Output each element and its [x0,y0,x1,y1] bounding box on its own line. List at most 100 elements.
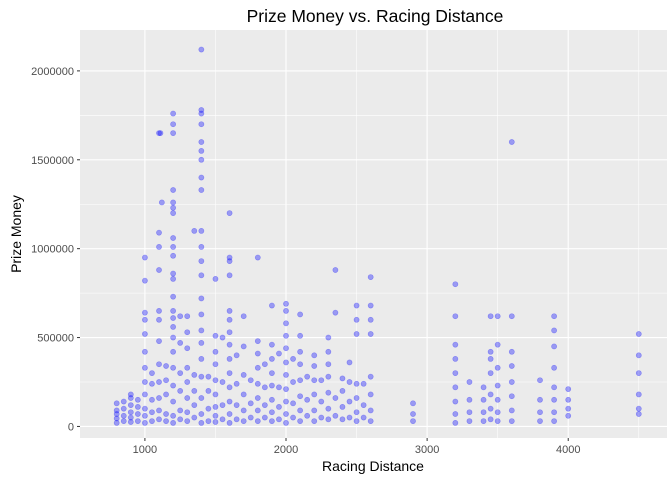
data-point [290,400,296,407]
x-tick-label: 3000 [415,444,439,456]
data-point [198,411,205,417]
data-point [325,348,332,355]
data-point [311,377,318,384]
data-point [551,313,558,320]
data-point [142,348,148,355]
data-point [127,419,134,425]
data-point [198,187,205,193]
data-point [113,411,120,417]
data-point [127,395,134,401]
data-point [163,418,169,425]
data-point [226,272,233,279]
data-point [170,275,177,282]
data-point [184,313,191,320]
data-point [170,199,177,206]
data-point [332,309,339,316]
data-point [537,409,543,416]
data-point [205,418,212,425]
data-point [508,418,515,425]
data-point [353,380,360,387]
data-point [325,373,332,380]
data-point [233,402,240,409]
data-point [297,332,304,339]
data-point [198,110,205,117]
data-point [283,386,289,393]
data-point [254,407,261,414]
data-point [508,363,515,369]
data-point [487,416,494,423]
data-point [233,416,240,423]
data-point [367,316,374,323]
data-point [353,331,360,337]
y-tick-label: 0 [68,421,74,433]
data-point [149,418,155,425]
data-point [170,323,177,330]
x-tick-label: 4000 [556,444,580,456]
data-point [261,384,268,391]
data-point [156,316,162,323]
data-point [184,418,191,425]
data-point [508,393,515,400]
data-point [205,405,212,412]
data-point [283,359,289,366]
y-axis-title: Prize Money [8,195,24,273]
x-tick-label: 1000 [133,444,157,456]
data-point [487,313,494,320]
data-point [170,243,177,250]
data-point [332,267,339,273]
data-point [325,416,332,423]
data-point [283,345,289,352]
data-point [360,402,367,409]
data-point [254,338,261,345]
data-point [452,355,459,362]
data-point [276,416,282,423]
data-point [198,419,205,426]
data-point [304,373,311,380]
data-point [325,334,332,341]
data-point [353,395,360,401]
data-point [177,416,184,423]
data-point [346,379,353,385]
data-point [283,398,289,405]
data-point [494,341,501,348]
data-point [226,355,233,362]
data-point [494,409,501,416]
x-axis: 1000 2000 3000 4000 [133,438,580,456]
data-point [149,380,155,387]
data-point [494,364,501,371]
data-point [134,418,141,425]
data-point [537,396,543,403]
data-point [487,405,494,412]
data-point [283,332,289,339]
data-point [254,350,261,357]
data-point [283,411,289,417]
y-tick-label: 500000 [37,333,74,345]
x-axis-title: Racing Distance [322,458,424,474]
data-point [367,407,374,414]
data-point [332,412,339,419]
data-point [269,341,275,348]
data-point [269,370,275,377]
data-point [551,343,558,350]
data-point [360,380,367,387]
data-point [226,254,233,261]
data-point [120,412,127,419]
data-point [198,227,205,234]
data-point [198,156,205,163]
data-point [410,418,416,425]
data-point [198,295,205,302]
data-point [240,407,247,414]
data-point [635,405,642,412]
data-point [261,414,268,421]
data-point [360,414,367,421]
data-point [565,386,572,393]
data-point [551,418,558,425]
data-point [156,361,162,368]
y-tick-label: 1000000 [31,244,74,256]
data-point [198,139,205,145]
chart-title: Prize Money vs. Racing Distance [247,6,504,26]
data-point [254,418,261,425]
data-point [149,396,155,403]
data-point [157,130,164,137]
data-point [170,210,177,217]
